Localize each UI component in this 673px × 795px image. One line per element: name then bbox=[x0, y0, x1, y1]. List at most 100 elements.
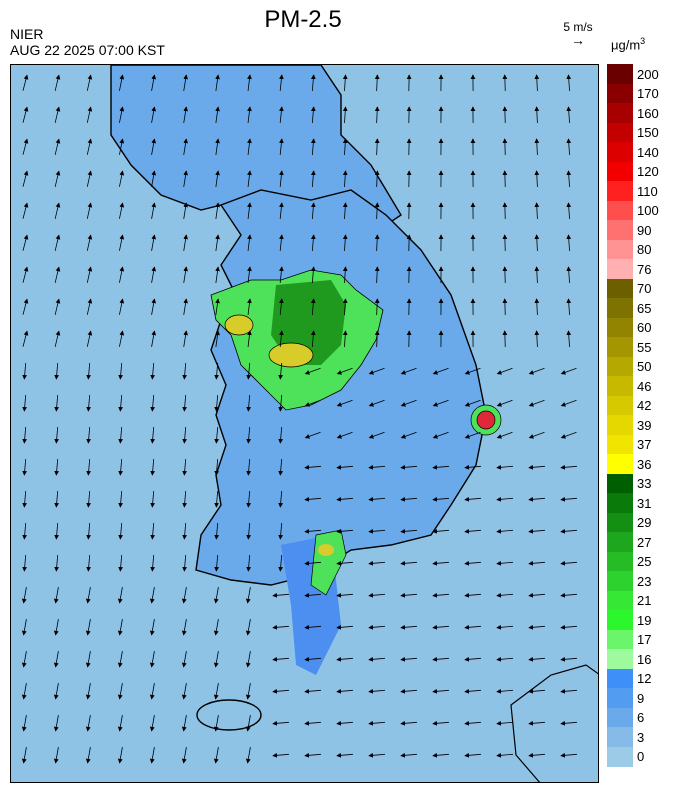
wind-arrow bbox=[400, 656, 418, 662]
wind-arrow bbox=[496, 688, 514, 694]
wind-arrow bbox=[117, 747, 123, 764]
wind-arrow bbox=[368, 688, 386, 694]
wind-arrow bbox=[246, 426, 252, 444]
wind-reference: 5 m/s → bbox=[558, 20, 598, 47]
wind-arrow bbox=[183, 106, 189, 123]
wind-arrow bbox=[149, 651, 155, 668]
wind-arrow bbox=[528, 560, 546, 566]
wind-arrow bbox=[374, 234, 380, 252]
wind-arrow bbox=[368, 431, 385, 439]
legend-swatch bbox=[607, 551, 633, 572]
wind-arrow bbox=[528, 624, 546, 630]
wind-arrow bbox=[310, 106, 316, 124]
wind-arrow bbox=[400, 528, 418, 534]
wind-arrow bbox=[85, 587, 91, 604]
wind-arrow bbox=[22, 170, 29, 187]
wind-arrow bbox=[278, 490, 284, 508]
legend-label: 42 bbox=[637, 398, 652, 414]
wind-arrow bbox=[86, 490, 92, 508]
wind-arrow bbox=[151, 138, 157, 155]
wind-arrow bbox=[560, 496, 578, 502]
wind-arrow bbox=[528, 496, 546, 502]
wind-arrow bbox=[528, 752, 546, 758]
wind-arrow bbox=[304, 399, 321, 407]
wind-arrow bbox=[368, 367, 385, 375]
legend-label: 23 bbox=[637, 573, 652, 589]
wind-arrow bbox=[181, 747, 187, 764]
legend-label: 21 bbox=[637, 593, 652, 609]
wind-arrow bbox=[22, 138, 29, 155]
wind-arrow bbox=[246, 554, 252, 572]
legend-swatch bbox=[607, 629, 633, 650]
wind-arrow bbox=[181, 683, 187, 700]
legend-swatch bbox=[607, 649, 633, 669]
wind-arrow bbox=[279, 74, 284, 91]
wind-arrow bbox=[117, 651, 123, 668]
wind-arrow bbox=[432, 528, 450, 534]
wind-arrow bbox=[54, 426, 60, 444]
legend-swatch bbox=[607, 532, 633, 552]
wind-arrow bbox=[119, 234, 125, 251]
wind-arrow bbox=[566, 266, 572, 284]
wind-arrow bbox=[400, 431, 417, 439]
legend-label: 80 bbox=[637, 242, 652, 258]
wind-arrow bbox=[21, 715, 27, 732]
wind-arrow bbox=[336, 528, 354, 534]
wind-arrow bbox=[215, 106, 220, 123]
wind-arrow bbox=[336, 688, 354, 694]
map-title: PM-2.5 bbox=[264, 6, 342, 33]
wind-arrow bbox=[151, 106, 157, 123]
wind-arrow bbox=[183, 266, 189, 283]
wind-arrow bbox=[342, 330, 348, 348]
wind-arrow bbox=[528, 464, 546, 470]
wind-arrow bbox=[279, 330, 284, 347]
wind-arrow bbox=[213, 747, 219, 764]
wind-arrow bbox=[374, 170, 380, 188]
legend-label: 25 bbox=[637, 554, 652, 570]
legend-swatch bbox=[607, 376, 633, 396]
wind-arrow bbox=[118, 554, 124, 572]
wind-arrow bbox=[560, 560, 578, 566]
wind-arrow bbox=[336, 592, 354, 598]
wind-arrow bbox=[181, 651, 187, 668]
legend-swatch bbox=[607, 200, 633, 221]
wind-arrow bbox=[119, 170, 125, 187]
wind-arrow bbox=[304, 560, 322, 566]
wind-arrow bbox=[213, 587, 219, 604]
wind-arrow bbox=[183, 74, 189, 91]
wind-arrow bbox=[22, 106, 29, 123]
wind-arrow bbox=[432, 720, 450, 726]
wind-arrow bbox=[279, 202, 284, 219]
wind-arrow bbox=[215, 330, 220, 347]
wind-arrow bbox=[342, 298, 348, 316]
legend-label: 150 bbox=[637, 125, 659, 141]
wind-arrow bbox=[310, 330, 316, 348]
wind-arrow bbox=[117, 683, 123, 700]
wind-arrow bbox=[528, 656, 546, 662]
wind-arrow bbox=[464, 720, 482, 726]
wind-arrow bbox=[119, 298, 125, 315]
wind-arrow bbox=[566, 170, 572, 188]
wind-arrow bbox=[53, 587, 59, 604]
wind-arrow bbox=[304, 431, 321, 439]
wind-arrow bbox=[118, 394, 124, 412]
wind-arrow bbox=[245, 683, 251, 700]
legend-label: 90 bbox=[637, 222, 652, 238]
wind-arrow bbox=[150, 522, 156, 540]
wind-arrow bbox=[368, 720, 386, 726]
legend-label: 3 bbox=[637, 729, 645, 745]
wind-arrow bbox=[374, 266, 380, 284]
legend-swatch bbox=[607, 473, 633, 494]
wind-arrow bbox=[119, 138, 125, 155]
legend-swatch bbox=[607, 707, 633, 728]
wind-arrow bbox=[182, 458, 188, 476]
wind-arrow bbox=[215, 170, 220, 187]
legend-label: 27 bbox=[637, 534, 652, 550]
unit-label: μg/m3 bbox=[611, 36, 646, 53]
wind-arrow bbox=[336, 464, 354, 470]
wind-arrow bbox=[245, 651, 251, 668]
legend-swatch bbox=[607, 415, 633, 435]
wind-arrow bbox=[336, 399, 353, 407]
wind-arrow bbox=[566, 298, 572, 316]
hotspot-yeosu-core bbox=[318, 544, 334, 556]
